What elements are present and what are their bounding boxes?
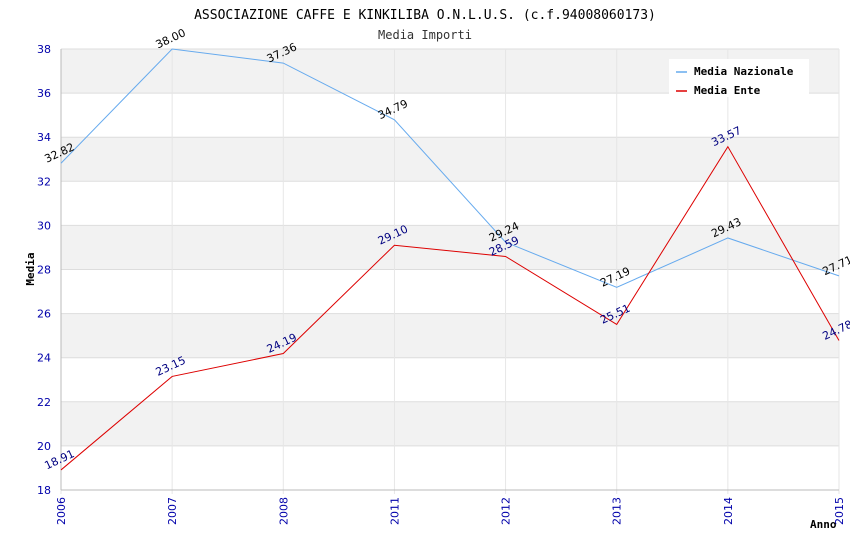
x-tick-label: 2007 <box>166 497 179 525</box>
grid-bands <box>61 49 839 490</box>
grid-band <box>61 137 839 182</box>
chart-title: ASSOCIAZIONE CAFFE E KINKILIBA O.N.L.U.S… <box>194 8 656 23</box>
x-tick-label: 2008 <box>277 497 290 525</box>
data-label-media-nazionale: 38.00 <box>154 26 188 51</box>
y-tick-label: 24 <box>37 352 51 365</box>
x-tick-label: 2006 <box>55 497 68 525</box>
y-tick-label: 26 <box>37 308 51 321</box>
grid-band <box>61 225 839 270</box>
legend-box <box>669 59 809 97</box>
grid-band <box>61 93 839 138</box>
grid-band <box>61 401 839 446</box>
x-tick-label: 2013 <box>611 497 624 525</box>
y-tick-label: 38 <box>37 43 51 56</box>
chart-subtitle: Media Importi <box>378 28 472 42</box>
grid-band <box>61 269 839 314</box>
axes: 18 20 22 24 26 28 30 32 34 36 38 2006 2007 2008 2011 20… <box>37 43 846 525</box>
y-tick-label: 28 <box>37 264 51 277</box>
series-line-media-nazionale <box>60 48 840 288</box>
x-axis-label: Anno <box>810 518 837 531</box>
y-tick-label: 18 <box>37 484 51 497</box>
y-tick-label: 22 <box>37 396 51 409</box>
legend: Media Nazionale Media Ente <box>669 59 809 97</box>
y-tick-label: 32 <box>37 175 51 188</box>
grid-band <box>61 313 839 358</box>
x-tick-label: 2014 <box>722 497 735 525</box>
y-tick-label: 20 <box>37 440 51 453</box>
y-tick-label: 34 <box>37 131 51 144</box>
grid-band <box>61 445 839 490</box>
x-tick-label: 2012 <box>500 497 513 525</box>
y-tick-label: 30 <box>37 219 51 232</box>
y-axis-label: Media <box>24 252 37 285</box>
y-tick-label: 36 <box>37 87 51 100</box>
series-lines <box>60 48 840 471</box>
series-line-media-ente <box>60 145 840 471</box>
legend-label-media-ente: Media Ente <box>694 84 761 97</box>
x-tick-label: 2015 <box>833 497 846 525</box>
x-tick-label: 2011 <box>388 497 401 525</box>
grid-band <box>61 181 839 226</box>
grid-band <box>61 357 839 402</box>
legend-label-media-nazionale: Media Nazionale <box>694 65 794 78</box>
